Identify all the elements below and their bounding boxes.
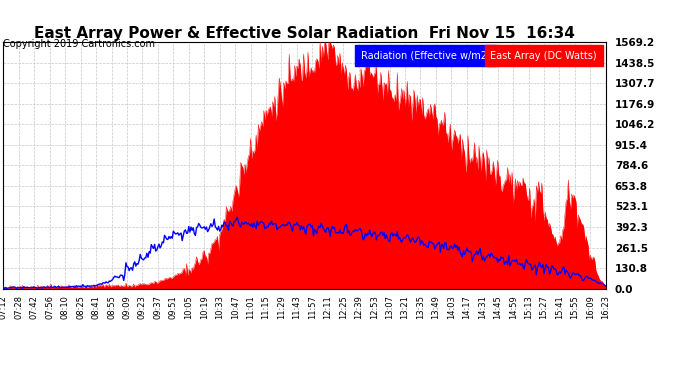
Title: East Array Power & Effective Solar Radiation  Fri Nov 15  16:34: East Array Power & Effective Solar Radia… — [34, 26, 575, 41]
Text: Copyright 2019 Cartronics.com: Copyright 2019 Cartronics.com — [3, 39, 155, 50]
Legend: Radiation (Effective w/m2), East Array (DC Watts): Radiation (Effective w/m2), East Array (… — [357, 47, 601, 64]
